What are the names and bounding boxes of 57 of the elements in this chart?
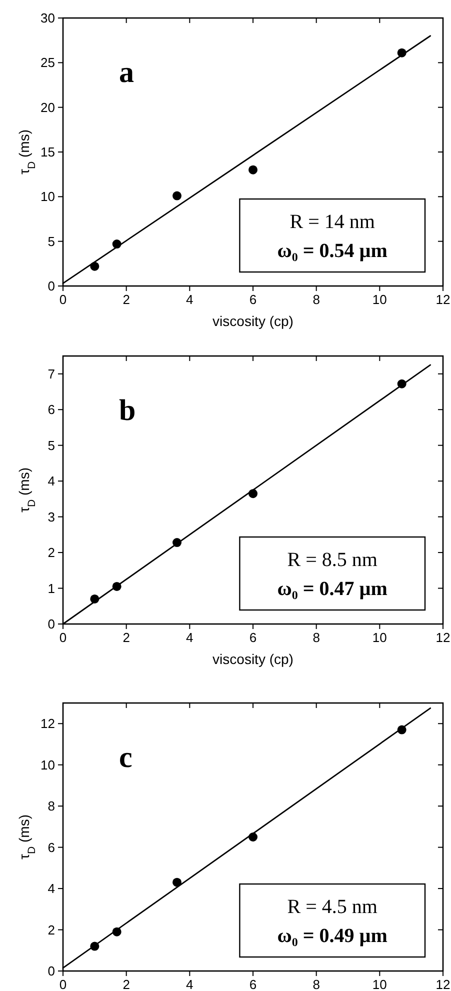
x-tick-label: 2 xyxy=(122,630,130,645)
y-tick-label: 4 xyxy=(48,474,55,489)
y-tick-label: 0 xyxy=(48,964,55,978)
y-tick-label: 10 xyxy=(40,757,55,772)
x-axis-title: viscosity (cp) xyxy=(212,651,294,667)
x-tick-label: 6 xyxy=(249,292,257,307)
annotation: a xyxy=(119,56,134,89)
x-tick-label: 12 xyxy=(436,977,450,991)
annotation: ω₀ = 0.47 µm xyxy=(277,578,388,600)
y-tick-label: 30 xyxy=(40,10,55,26)
y-tick-label: 4 xyxy=(48,881,55,896)
y-tick-label: 1 xyxy=(48,580,55,596)
x-tick-label: 10 xyxy=(372,292,387,307)
y-tick-label: 2 xyxy=(48,545,55,560)
x-tick-label: 0 xyxy=(59,630,67,645)
y-tick-label: 7 xyxy=(48,366,55,382)
x-tick-label: 0 xyxy=(59,977,67,991)
x-tick-label: 10 xyxy=(372,977,387,991)
y-tick-label: 2 xyxy=(48,922,55,938)
x-tick-label: 10 xyxy=(372,630,387,645)
point xyxy=(172,878,182,887)
annotation: b xyxy=(119,394,136,427)
y-tick-label: 0 xyxy=(48,278,55,294)
annotation: R = 4.5 nm xyxy=(287,896,378,918)
y-tick-label: 3 xyxy=(48,509,55,524)
y-tick-label: 15 xyxy=(40,144,55,160)
y-tick-label: 25 xyxy=(40,55,55,70)
x-tick-label: 2 xyxy=(122,292,130,307)
y-tick-label: 0 xyxy=(48,616,55,632)
x-tick-label: 2 xyxy=(122,977,130,991)
point xyxy=(248,165,258,174)
x-tick-label: 8 xyxy=(312,630,320,645)
x-tick-label: 4 xyxy=(186,630,194,645)
annotation: c xyxy=(119,741,132,774)
x-tick-label: 12 xyxy=(436,292,450,307)
x-tick-label: 4 xyxy=(186,977,194,991)
x-tick-label: 6 xyxy=(249,977,257,991)
annotation: ω₀ = 0.54 µm xyxy=(277,240,388,262)
y-tick-label: 10 xyxy=(40,189,55,204)
y-tick-label: 12 xyxy=(40,716,55,732)
y-tick-label: 6 xyxy=(48,840,55,855)
y-tick-label: 5 xyxy=(48,234,55,249)
annotation: R = 14 nm xyxy=(290,211,376,233)
point xyxy=(172,191,182,200)
annotation: R = 8.5 nm xyxy=(287,549,378,571)
x-tick-label: 12 xyxy=(436,630,450,645)
x-tick-label: 6 xyxy=(249,630,257,645)
y-tick-label: 20 xyxy=(40,100,55,115)
annotation: ω₀ = 0.49 µm xyxy=(277,925,388,947)
x-tick-label: 4 xyxy=(186,292,194,307)
x-tick-label: 8 xyxy=(312,977,320,991)
y-tick-label: 6 xyxy=(48,402,55,418)
y-tick-label: 5 xyxy=(48,438,55,453)
x-tick-label: 0 xyxy=(59,292,67,307)
x-axis-title: viscosity (cp) xyxy=(212,313,294,329)
y-tick-label: 8 xyxy=(48,798,55,814)
x-tick-label: 8 xyxy=(312,292,320,307)
